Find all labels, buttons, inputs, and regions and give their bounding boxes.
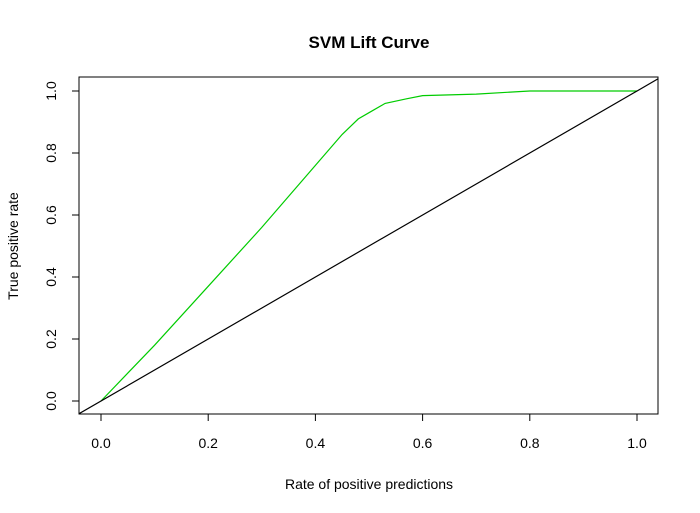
chart-title: SVM Lift Curve	[309, 33, 430, 52]
series-layer	[79, 78, 658, 414]
y-tick-label: 0.4	[43, 267, 59, 287]
lift-curve-line	[100, 90, 637, 402]
x-axis: 0.0 0.2 0.4 0.6 0.8 1.0	[91, 413, 647, 451]
y-tick-label: 0.8	[43, 143, 59, 163]
x-axis-label: Rate of positive predictions	[285, 476, 453, 492]
y-tick-label: 0.6	[43, 205, 59, 225]
x-tick-label: 1.0	[627, 435, 647, 451]
x-tick-label: 0.8	[520, 435, 540, 451]
y-axis-label: True positive rate	[5, 192, 21, 300]
y-tick-label: 0.0	[43, 391, 59, 411]
x-tick-label: 0.4	[306, 435, 326, 451]
x-tick-label: 0.2	[198, 435, 218, 451]
y-axis: 0.0 0.2 0.4 0.6 0.8 1.0	[43, 81, 80, 411]
x-tick-label: 0.0	[91, 435, 111, 451]
y-tick-label: 1.0	[43, 81, 59, 101]
y-tick-label: 0.2	[43, 329, 59, 349]
reference-diagonal-line	[79, 78, 658, 414]
x-tick-label: 0.6	[413, 435, 433, 451]
